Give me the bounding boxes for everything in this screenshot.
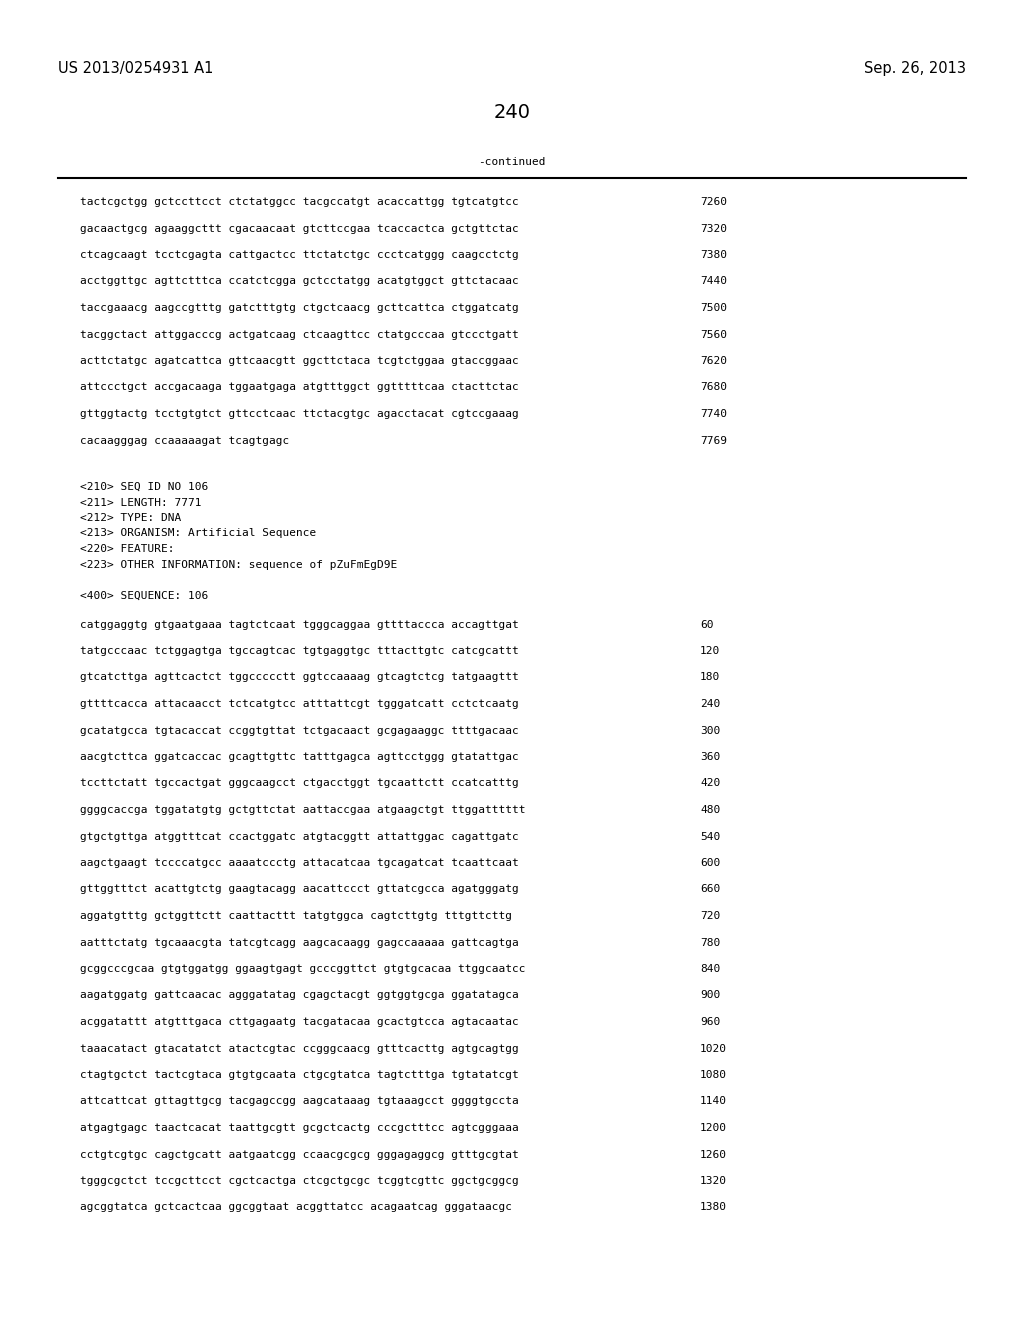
Text: 1320: 1320	[700, 1176, 727, 1185]
Text: 60: 60	[700, 619, 714, 630]
Text: 480: 480	[700, 805, 720, 814]
Text: 240: 240	[494, 103, 530, 123]
Text: tactcgctgg gctccttcct ctctatggcc tacgccatgt acaccattgg tgtcatgtcc: tactcgctgg gctccttcct ctctatggcc tacgcca…	[80, 197, 519, 207]
Text: 1140: 1140	[700, 1097, 727, 1106]
Text: catggaggtg gtgaatgaaa tagtctcaat tgggcaggaa gttttaccca accagttgat: catggaggtg gtgaatgaaa tagtctcaat tgggcag…	[80, 619, 519, 630]
Text: ctcagcaagt tcctcgagta cattgactcc ttctatctgc ccctcatggg caagcctctg: ctcagcaagt tcctcgagta cattgactcc ttctatc…	[80, 249, 519, 260]
Text: 7620: 7620	[700, 356, 727, 366]
Text: -continued: -continued	[478, 157, 546, 168]
Text: 840: 840	[700, 964, 720, 974]
Text: tatgcccaac tctggagtga tgccagtcac tgtgaggtgc tttacttgtc catcgcattt: tatgcccaac tctggagtga tgccagtcac tgtgagg…	[80, 645, 519, 656]
Text: 660: 660	[700, 884, 720, 895]
Text: <223> OTHER INFORMATION: sequence of pZuFmEgD9E: <223> OTHER INFORMATION: sequence of pZu…	[80, 560, 397, 569]
Text: 1080: 1080	[700, 1071, 727, 1080]
Text: aggatgtttg gctggttctt caattacttt tatgtggca cagtcttgtg tttgttcttg: aggatgtttg gctggttctt caattacttt tatgtgg…	[80, 911, 512, 921]
Text: 420: 420	[700, 779, 720, 788]
Text: <211> LENGTH: 7771: <211> LENGTH: 7771	[80, 498, 202, 507]
Text: <210> SEQ ID NO 106: <210> SEQ ID NO 106	[80, 482, 208, 492]
Text: gcggcccgcaa gtgtggatgg ggaagtgagt gcccggttct gtgtgcacaa ttggcaatcc: gcggcccgcaa gtgtggatgg ggaagtgagt gcccgg…	[80, 964, 525, 974]
Text: 120: 120	[700, 645, 720, 656]
Text: taaacatact gtacatatct atactcgtac ccgggcaacg gtttcacttg agtgcagtgg: taaacatact gtacatatct atactcgtac ccgggca…	[80, 1044, 519, 1053]
Text: gtcatcttga agttcactct tggccccctt ggtccaaaag gtcagtctcg tatgaagttt: gtcatcttga agttcactct tggccccctt ggtccaa…	[80, 672, 519, 682]
Text: 360: 360	[700, 752, 720, 762]
Text: 7260: 7260	[700, 197, 727, 207]
Text: aatttctatg tgcaaacgta tatcgtcagg aagcacaagg gagccaaaaa gattcagtga: aatttctatg tgcaaacgta tatcgtcagg aagcaca…	[80, 937, 519, 948]
Text: 540: 540	[700, 832, 720, 842]
Text: cacaagggag ccaaaaagat tcagtgagc: cacaagggag ccaaaaagat tcagtgagc	[80, 436, 289, 446]
Text: 7740: 7740	[700, 409, 727, 418]
Text: aacgtcttca ggatcaccac gcagttgttc tatttgagca agttcctggg gtatattgac: aacgtcttca ggatcaccac gcagttgttc tatttga…	[80, 752, 519, 762]
Text: acctggttgc agttctttca ccatctcgga gctcctatgg acatgtggct gttctacaac: acctggttgc agttctttca ccatctcgga gctccta…	[80, 276, 519, 286]
Text: Sep. 26, 2013: Sep. 26, 2013	[864, 61, 966, 75]
Text: atgagtgagc taactcacat taattgcgtt gcgctcactg cccgctttcc agtcgggaaa: atgagtgagc taactcacat taattgcgtt gcgctca…	[80, 1123, 519, 1133]
Text: gcatatgcca tgtacaccat ccggtgttat tctgacaact gcgagaaggc ttttgacaac: gcatatgcca tgtacaccat ccggtgttat tctgaca…	[80, 726, 519, 735]
Text: 7380: 7380	[700, 249, 727, 260]
Text: acggatattt atgtttgaca cttgagaatg tacgatacaa gcactgtcca agtacaatac: acggatattt atgtttgaca cttgagaatg tacgata…	[80, 1016, 519, 1027]
Text: 7320: 7320	[700, 223, 727, 234]
Text: attccctgct accgacaaga tggaatgaga atgtttggct ggtttttcaa ctacttctac: attccctgct accgacaaga tggaatgaga atgtttg…	[80, 383, 519, 392]
Text: gttggtttct acattgtctg gaagtacagg aacattccct gttatcgcca agatgggatg: gttggtttct acattgtctg gaagtacagg aacattc…	[80, 884, 519, 895]
Text: 1380: 1380	[700, 1203, 727, 1213]
Text: aagatggatg gattcaacac agggatatag cgagctacgt ggtggtgcga ggatatagca: aagatggatg gattcaacac agggatatag cgagcta…	[80, 990, 519, 1001]
Text: 720: 720	[700, 911, 720, 921]
Text: US 2013/0254931 A1: US 2013/0254931 A1	[58, 61, 213, 75]
Text: 300: 300	[700, 726, 720, 735]
Text: 7440: 7440	[700, 276, 727, 286]
Text: 7560: 7560	[700, 330, 727, 339]
Text: cctgtcgtgc cagctgcatt aatgaatcgg ccaacgcgcg gggagaggcg gtttgcgtat: cctgtcgtgc cagctgcatt aatgaatcgg ccaacgc…	[80, 1150, 519, 1159]
Text: 600: 600	[700, 858, 720, 869]
Text: taccgaaacg aagccgtttg gatctttgtg ctgctcaacg gcttcattca ctggatcatg: taccgaaacg aagccgtttg gatctttgtg ctgctca…	[80, 304, 519, 313]
Text: <213> ORGANISM: Artificial Sequence: <213> ORGANISM: Artificial Sequence	[80, 528, 316, 539]
Text: acttctatgc agatcattca gttcaacgtt ggcttctaca tcgtctggaa gtaccggaac: acttctatgc agatcattca gttcaacgtt ggcttct…	[80, 356, 519, 366]
Text: <400> SEQUENCE: 106: <400> SEQUENCE: 106	[80, 591, 208, 601]
Text: <212> TYPE: DNA: <212> TYPE: DNA	[80, 513, 181, 523]
Text: 1020: 1020	[700, 1044, 727, 1053]
Text: tacggctact attggacccg actgatcaag ctcaagttcc ctatgcccaa gtccctgatt: tacggctact attggacccg actgatcaag ctcaagt…	[80, 330, 519, 339]
Text: gttttcacca attacaacct tctcatgtcc atttattcgt tgggatcatt cctctcaatg: gttttcacca attacaacct tctcatgtcc atttatt…	[80, 700, 519, 709]
Text: aagctgaagt tccccatgcc aaaatccctg attacatcaa tgcagatcat tcaattcaat: aagctgaagt tccccatgcc aaaatccctg attacat…	[80, 858, 519, 869]
Text: 1200: 1200	[700, 1123, 727, 1133]
Text: gttggtactg tcctgtgtct gttcctcaac ttctacgtgc agacctacat cgtccgaaag: gttggtactg tcctgtgtct gttcctcaac ttctacg…	[80, 409, 519, 418]
Text: agcggtatca gctcactcaa ggcggtaat acggttatcc acagaatcag gggataacgc: agcggtatca gctcactcaa ggcggtaat acggttat…	[80, 1203, 512, 1213]
Text: 900: 900	[700, 990, 720, 1001]
Text: attcattcat gttagttgcg tacgagccgg aagcataaag tgtaaagcct ggggtgccta: attcattcat gttagttgcg tacgagccgg aagcata…	[80, 1097, 519, 1106]
Text: 7680: 7680	[700, 383, 727, 392]
Text: 180: 180	[700, 672, 720, 682]
Text: tgggcgctct tccgcttcct cgctcactga ctcgctgcgc tcggtcgttc ggctgcggcg: tgggcgctct tccgcttcct cgctcactga ctcgctg…	[80, 1176, 519, 1185]
Text: 7769: 7769	[700, 436, 727, 446]
Text: 7500: 7500	[700, 304, 727, 313]
Text: 960: 960	[700, 1016, 720, 1027]
Text: tccttctatt tgccactgat gggcaagcct ctgacctggt tgcaattctt ccatcatttg: tccttctatt tgccactgat gggcaagcct ctgacct…	[80, 779, 519, 788]
Text: <220> FEATURE:: <220> FEATURE:	[80, 544, 174, 554]
Text: 240: 240	[700, 700, 720, 709]
Text: ctagtgctct tactcgtaca gtgtgcaata ctgcgtatca tagtctttga tgtatatcgt: ctagtgctct tactcgtaca gtgtgcaata ctgcgta…	[80, 1071, 519, 1080]
Text: gtgctgttga atggtttcat ccactggatc atgtacggtt attattggac cagattgatc: gtgctgttga atggtttcat ccactggatc atgtacg…	[80, 832, 519, 842]
Text: gacaactgcg agaaggcttt cgacaacaat gtcttccgaa tcaccactca gctgttctac: gacaactgcg agaaggcttt cgacaacaat gtcttcc…	[80, 223, 519, 234]
Text: ggggcaccga tggatatgtg gctgttctat aattaccgaa atgaagctgt ttggatttttt: ggggcaccga tggatatgtg gctgttctat aattacc…	[80, 805, 525, 814]
Text: 1260: 1260	[700, 1150, 727, 1159]
Text: 780: 780	[700, 937, 720, 948]
